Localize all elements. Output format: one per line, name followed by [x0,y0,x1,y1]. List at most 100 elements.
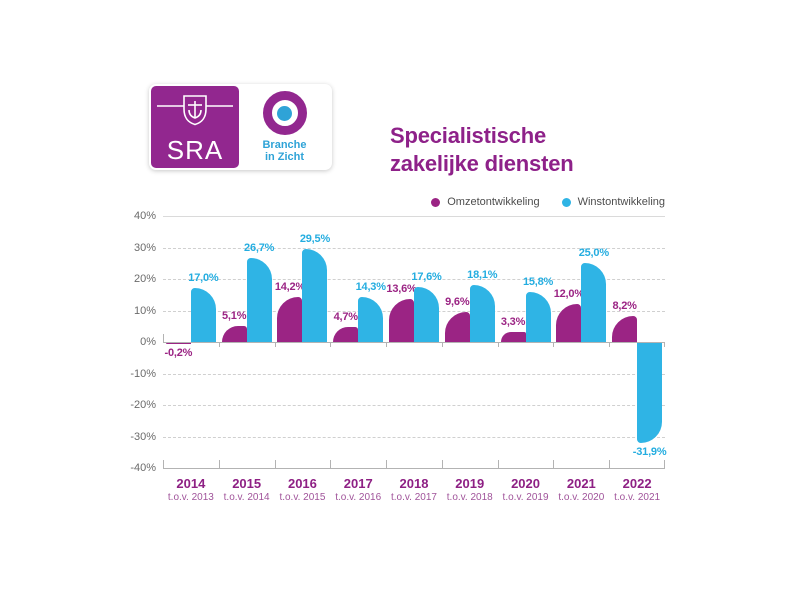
bottom-axis-tick [553,460,555,468]
bar-value-label-winstontwikkeling-2020: 15,8% [522,276,554,289]
y-tick-label: 0% [140,336,156,348]
bullseye-center-dot [277,105,292,121]
bar-omzetontwikkeling-2014 [165,343,191,344]
gridline-40% [163,216,665,217]
x-year-label: 2021 [566,476,596,491]
gridline-30% [163,247,665,249]
bar-winstontwikkeling-2021 [581,263,607,342]
x-tov-label: t.o.v. 2019 [502,492,549,503]
x-tov-label: t.o.v. 2021 [614,492,661,503]
y-tick-label: 40% [133,210,156,222]
x-tov-label: t.o.v. 2014 [223,492,270,503]
bar-value-label-omzetontwikkeling-2016: 14,2% [274,281,306,294]
tagline-line1: Branche [262,139,307,151]
x-axis-group-2020: 2020 t.o.v. 2019 [498,476,554,504]
zero-axis-tick [330,342,332,347]
x-axis-group-2019: 2019 t.o.v. 2018 [442,476,498,504]
sra-logo-block: SRA [151,86,239,168]
legend-label-winstontwikkeling: Winstontwikkeling [577,196,665,208]
sra-logo-text: SRA [166,135,224,165]
bar-omzetontwikkeling-2021 [556,304,582,342]
bar-value-label-omzetontwikkeling-2021: 12,0% [553,288,584,301]
x-year-label: 2019 [455,476,485,491]
y-tick-label: 10% [133,304,156,317]
x-axis-group-2018: 2018 t.o.v. 2017 [386,476,442,504]
tagline-line2: in Zicht [264,151,305,163]
x-year-label: 2016 [287,476,317,491]
x-tov-label: t.o.v. 2020 [558,492,605,503]
bar-value-label-omzetontwikkeling-2018: 13,6% [386,283,417,296]
bar-omzetontwikkeling-2020 [500,331,526,342]
zero-axis-tick [553,342,555,347]
zero-axis-tick [497,342,499,347]
chart-title-line1: Specialistische [390,123,546,148]
x-axis-group-2021: 2021 t.o.v. 2020 [553,476,609,504]
x-year-label: 2015 [232,476,262,491]
zero-axis-tick [609,342,611,347]
bottom-axis-tick [330,460,332,468]
y-tick-label: 30% [133,241,156,254]
bar-value-label-winstontwikkeling-2014: 17,0% [188,272,219,285]
bar-value-label-omzetontwikkeling-2015: 5,1% [222,309,247,322]
zero-axis-end-stub [163,334,164,342]
x-axis-group-2015: 2015 t.o.v. 2014 [219,476,275,504]
bottom-axis-tick [274,460,276,468]
y-tick-label: -10% [130,367,156,380]
bar-winstontwikkeling-2022 [637,343,663,444]
legend-item-omzetontwikkeling: Omzetontwikkeling [431,196,540,208]
bullseye-icon [262,91,307,135]
bar-value-label-omzetontwikkeling-2017: 4,7% [333,311,358,324]
y-tick-label: -30% [130,430,156,443]
bottom-axis-tick [163,460,164,468]
bottom-axis-tick [664,460,665,468]
gridline--20% [163,405,665,406]
bar-omzetontwikkeling-2022 [612,316,638,342]
bar-omzetontwikkeling-2016 [277,297,303,342]
x-year-label: 2017 [343,476,373,491]
x-axis-group-2014: 2014 t.o.v. 2013 [163,476,219,504]
bar-winstontwikkeling-2020 [525,292,551,342]
sra-logo-card: SRA Branche in Zicht [149,84,332,170]
bar-value-label-winstontwikkeling-2019: 18,1% [467,268,498,281]
zero-axis-tick [664,342,665,347]
x-axis-group-2016: 2016 t.o.v. 2015 [275,476,331,504]
x-tov-label: t.o.v. 2016 [335,492,382,503]
gridline--40% [163,468,665,469]
bar-value-label-omzetontwikkeling-2022: 8,2% [612,300,637,313]
x-axis-group-2017: 2017 t.o.v. 2016 [330,476,386,504]
bar-omzetontwikkeling-2017 [333,327,359,342]
bar-winstontwikkeling-2016 [302,249,328,342]
bar-winstontwikkeling-2018 [414,286,439,342]
x-tov-label: t.o.v. 2015 [279,492,326,503]
y-tick-label: 20% [133,273,156,285]
y-axis: 40% 30% 20% 10% 0% -10% -20% -30% -40% [112,210,156,474]
x-axis: 2014 t.o.v. 2013 2015 t.o.v. 2014 2016 t.o.v.… [163,476,665,516]
x-tov-label: t.o.v. 2018 [446,492,493,503]
sra-shield-icon [157,95,233,126]
bar-value-label-winstontwikkeling-2022: -31,9% [632,446,667,459]
bar-value-label-winstontwikkeling-2021: 25,0% [578,247,609,260]
zero-axis-tick [218,342,220,347]
legend-dot-omzetontwikkeling [431,197,441,207]
x-year-label: 2020 [511,476,540,491]
x-tov-label: t.o.v. 2017 [391,492,437,503]
bar-value-label-winstontwikkeling-2017: 14,3% [355,280,386,293]
bar-value-label-winstontwikkeling-2015: 26,7% [244,241,275,254]
bottom-axis-tick [441,460,443,468]
bar-value-label-winstontwikkeling-2016: 29,5% [299,233,331,246]
bottom-axis-tick [609,460,611,468]
y-tick-label: -20% [130,399,156,411]
chart-title: Specialistische zakelijke diensten [390,122,574,178]
bottom-axis-tick [386,460,388,468]
gridline-20% [163,279,665,280]
x-axis-group-2022: 2022 t.o.v. 2021 [609,476,665,504]
branche-in-zicht-label: Branche in Zicht [262,139,306,163]
gridline--10% [163,373,665,375]
chart-title-line2: zakelijke diensten [390,151,574,176]
zero-axis-tick [386,342,388,347]
zero-axis-tick [441,342,443,347]
bar-winstontwikkeling-2019 [469,284,495,342]
x-year-label: 2018 [399,476,429,491]
x-year-label: 2014 [176,476,206,491]
bar-value-label-omzetontwikkeling-2019: 9,6% [445,295,470,308]
